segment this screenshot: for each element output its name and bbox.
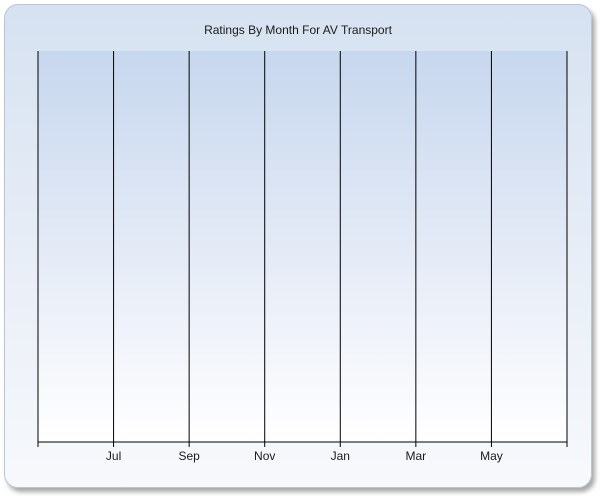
chart-title: Ratings By Month For AV Transport: [204, 23, 392, 37]
x-tick-label: Nov: [254, 449, 275, 463]
plot-area: [38, 51, 567, 442]
x-tick-label: Sep: [178, 449, 200, 463]
x-axis-tick-labels: Jul Sep Nov Jan Mar May: [106, 449, 503, 463]
x-tick-label: Jan: [331, 449, 350, 463]
x-tick-label: May: [480, 449, 503, 463]
x-tick-label: Jul: [106, 449, 121, 463]
x-axis-ticks: [37, 442, 568, 447]
x-tick-label: Mar: [406, 449, 427, 463]
gridlines: [37, 51, 568, 442]
